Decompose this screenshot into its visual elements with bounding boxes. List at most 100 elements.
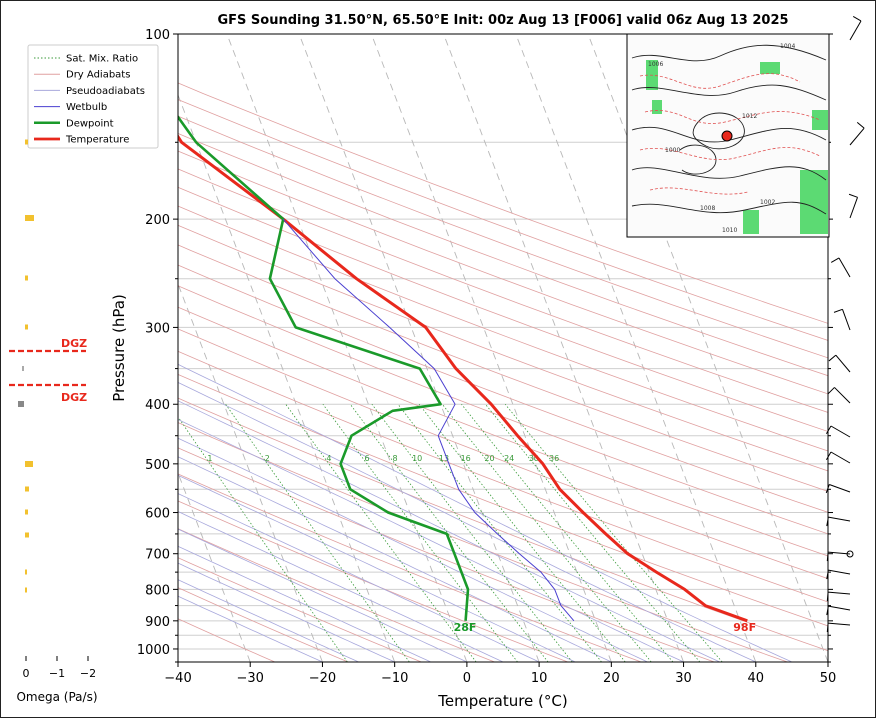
dgz-label: DGZ (61, 391, 87, 404)
precip-area (760, 62, 780, 74)
contour-label: 1000 (665, 147, 680, 154)
temperature-contour (639, 73, 801, 89)
omega-bar (25, 215, 34, 221)
pseudoadiabat-line (178, 382, 756, 662)
dry-adiabat-line (178, 186, 828, 432)
pseudoadiabat-line (178, 562, 395, 662)
mixing-ratio-line (285, 403, 477, 662)
y-tick-label: 700 (145, 548, 170, 563)
legend-entry: Temperature (65, 135, 129, 146)
dry-adiabat-line (178, 285, 828, 535)
mixing-ratio-label: 24 (504, 454, 514, 463)
y-tick-label: 300 (145, 321, 170, 336)
dry-adiabat-line (178, 473, 642, 662)
wind-barb-flag (856, 121, 865, 129)
wind-barb-flag (828, 354, 837, 362)
wind-barb-flag (826, 425, 832, 435)
omega-bar (25, 569, 27, 575)
wind-barb-flag (826, 606, 829, 616)
wind-barb-shaft (828, 622, 851, 626)
x-tick-label: −30 (237, 671, 264, 686)
wind-barb-flag (826, 552, 829, 562)
wind-barb-shaft (849, 197, 858, 219)
contour-label: 1004 (780, 43, 795, 50)
y-tick-label: 500 (145, 458, 170, 473)
precip-area (652, 100, 662, 114)
dry-adiabat-line (178, 328, 828, 580)
pseudoadiabat-line (178, 419, 684, 662)
mixing-ratio-label: 8 (392, 454, 397, 463)
wind-barb-shaft (834, 387, 851, 404)
wind-barb-flag (830, 257, 840, 263)
mixing-ratio-line (504, 403, 723, 662)
legend-entry: Dry Adiabats (66, 70, 130, 81)
y-tick-label: 100 (145, 28, 170, 43)
dgz-label: DGZ (61, 337, 87, 350)
pressure-contour (631, 201, 827, 215)
dry-adiabat-line (178, 587, 349, 662)
dry-adiabat-line (178, 306, 828, 557)
wind-barb-shaft (849, 127, 865, 146)
dry-adiabat-line (178, 99, 828, 341)
wind-barb-shaft (829, 484, 851, 493)
dry-adiabat-line (178, 528, 495, 662)
precip-area (800, 170, 828, 234)
wind-barb-flag (826, 517, 829, 527)
surface-dewpoint-label: 28F (454, 621, 477, 634)
dry-adiabat-line (178, 244, 828, 492)
mixing-ratio-line (397, 403, 602, 662)
mixing-ratio-line (371, 403, 573, 662)
x-tick-label: 30 (675, 671, 692, 686)
y-tick-label: 800 (145, 583, 170, 598)
location-marker (721, 130, 733, 142)
contour-label: 1010 (722, 227, 737, 234)
pseudoadiabat-line (178, 493, 540, 662)
pressure-contour (631, 44, 827, 62)
omega-bar (25, 486, 29, 492)
y-tick-label: 1000 (137, 643, 170, 658)
x-tick-label: −20 (309, 671, 336, 686)
pseudoadiabat-line (178, 400, 720, 662)
isotherm-line (515, 34, 757, 662)
diagram-grid: 1 2 4 6 8 10 13 16 20 24 30 36 (178, 34, 828, 662)
mixing-ratio-label: 16 (461, 454, 471, 463)
isotherm-line (370, 34, 612, 662)
dry-adiabat-line (178, 500, 568, 662)
legend-entry: Sat. Mix. Ratio (66, 54, 138, 65)
legend-entry: Pseudoadiabats (66, 86, 145, 97)
mixing-ratio-line (418, 403, 626, 662)
omega-bar (25, 275, 28, 281)
omega-bar (18, 401, 24, 407)
wind-barb-flag (827, 387, 835, 395)
precip-area (812, 110, 828, 130)
series-dewpoint-line (178, 114, 470, 621)
y-tick-label: 400 (145, 398, 170, 413)
isotherm-line (178, 471, 251, 662)
dry-adiabat-line (178, 422, 788, 662)
x-axis-ticks: −40 −30 −20 −10 0 10 20 30 40 50 (164, 662, 836, 686)
pseudoadiabat-line (178, 456, 612, 662)
isotherm-line (587, 34, 828, 662)
y-axis-label: Pressure (hPa) (110, 294, 128, 402)
legend-entry: Dewpoint (66, 118, 114, 129)
plot-border (177, 33, 829, 663)
mixing-ratio-label: 13 (439, 454, 449, 463)
omega-bar (22, 366, 24, 371)
dry-adiabat-line (178, 350, 828, 603)
pseudoadiabat-line (178, 511, 504, 662)
pressure-contour (631, 84, 827, 101)
isotherm-line (178, 282, 323, 662)
temperature-contour (639, 147, 821, 160)
y-tick-label: 900 (145, 615, 170, 630)
wind-barb-shaft (842, 309, 851, 331)
contour-label: 1006 (648, 61, 663, 68)
omega-bar (25, 461, 33, 467)
dry-adiabat-line (178, 447, 715, 662)
omega-bar (25, 587, 27, 593)
wind-barb-shaft (828, 516, 851, 522)
series-wetbulb-line (282, 218, 575, 622)
dry-adiabat-line (178, 150, 828, 395)
y-tick-label: 600 (145, 507, 170, 522)
wind-barb-flag (826, 592, 829, 602)
